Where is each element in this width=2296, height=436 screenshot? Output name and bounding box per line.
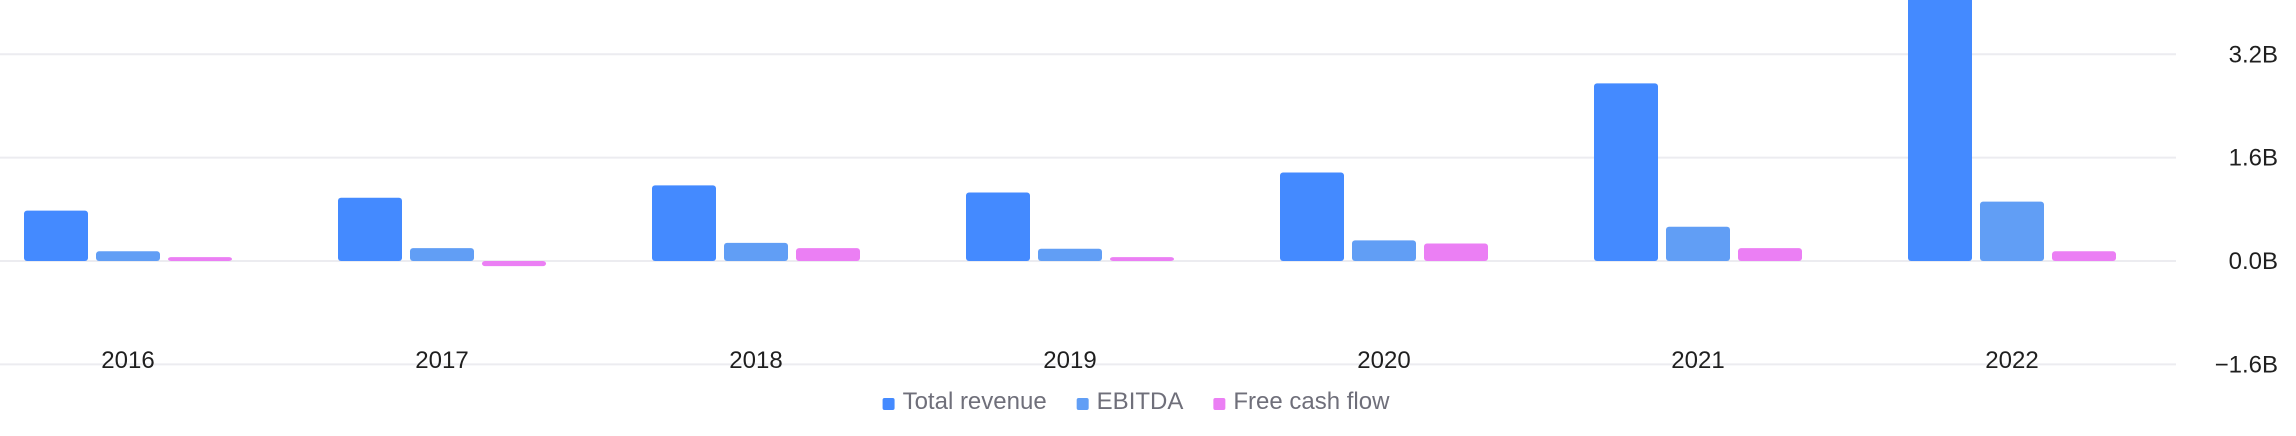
x-tick-label: 2020 bbox=[1357, 347, 1410, 374]
bar-total-revenue-2021[interactable] bbox=[1594, 83, 1658, 261]
bar-free-cash-flow-2021[interactable] bbox=[1738, 248, 1802, 261]
bar-free-cash-flow-2017[interactable] bbox=[482, 261, 546, 267]
bar-ebitda-2016[interactable] bbox=[96, 251, 160, 261]
legend-label: Total revenue bbox=[903, 388, 1047, 415]
bar-ebitda-2018[interactable] bbox=[724, 242, 788, 261]
legend-label: EBITDA bbox=[1097, 388, 1184, 415]
x-tick-label: 2022 bbox=[1985, 347, 2038, 374]
bar-free-cash-flow-2020[interactable] bbox=[1424, 243, 1488, 261]
y-tick-label: 3.2B bbox=[2229, 41, 2278, 68]
legend-swatch bbox=[882, 398, 895, 410]
legend[interactable]: Total revenue EBITDA Free cash flow bbox=[882, 388, 1391, 415]
bar-free-cash-flow-2022[interactable] bbox=[2052, 251, 2116, 261]
bar-total-revenue-2020[interactable] bbox=[1280, 172, 1344, 261]
bar-ebitda-2020[interactable] bbox=[1352, 240, 1416, 261]
bar-total-revenue-2017[interactable] bbox=[338, 197, 402, 261]
bar-total-revenue-2016[interactable] bbox=[24, 210, 88, 261]
bars bbox=[24, 0, 2116, 267]
x-tick-label: 2018 bbox=[729, 347, 782, 374]
x-tick-label: 2017 bbox=[415, 347, 468, 374]
bar-total-revenue-2018[interactable] bbox=[652, 185, 716, 261]
bar-free-cash-flow-2018[interactable] bbox=[796, 248, 860, 261]
x-tick-label: 2021 bbox=[1671, 347, 1724, 374]
bar-total-revenue-2022[interactable] bbox=[1908, 0, 1972, 261]
y-axis-ticks: 4.8B3.2B1.6B0.0B−1.6B bbox=[2215, 41, 2278, 378]
x-tick-label: 2016 bbox=[101, 347, 154, 374]
bar-ebitda-2017[interactable] bbox=[410, 248, 474, 261]
bar-ebitda-2021[interactable] bbox=[1666, 226, 1730, 261]
gridlines bbox=[0, 53, 2176, 366]
legend-item-total-revenue[interactable]: Total revenue bbox=[882, 388, 1047, 415]
legend-swatch bbox=[1076, 398, 1089, 410]
legend-item-ebitda[interactable]: EBITDA bbox=[1076, 388, 1184, 415]
bar-free-cash-flow-2019[interactable] bbox=[1110, 257, 1174, 261]
y-tick-label: 0.0B bbox=[2229, 248, 2278, 275]
legend-label: Free cash flow bbox=[1233, 388, 1390, 415]
legend-item-free-cash-flow[interactable]: Free cash flow bbox=[1213, 388, 1390, 415]
legend-swatch bbox=[1213, 398, 1226, 410]
bar-total-revenue-2019[interactable] bbox=[966, 192, 1030, 261]
x-tick-label: 2019 bbox=[1043, 347, 1096, 374]
x-axis-ticks: 2016 2017 2018 2019 2020 2021 2022 bbox=[101, 347, 2038, 374]
bar-ebitda-2019[interactable] bbox=[1038, 248, 1102, 261]
y-tick-label: −1.6B bbox=[2215, 351, 2278, 378]
bar-ebitda-2022[interactable] bbox=[1980, 201, 2044, 261]
y-tick-label: 1.6B bbox=[2229, 145, 2278, 172]
bar-free-cash-flow-2016[interactable] bbox=[168, 257, 232, 261]
